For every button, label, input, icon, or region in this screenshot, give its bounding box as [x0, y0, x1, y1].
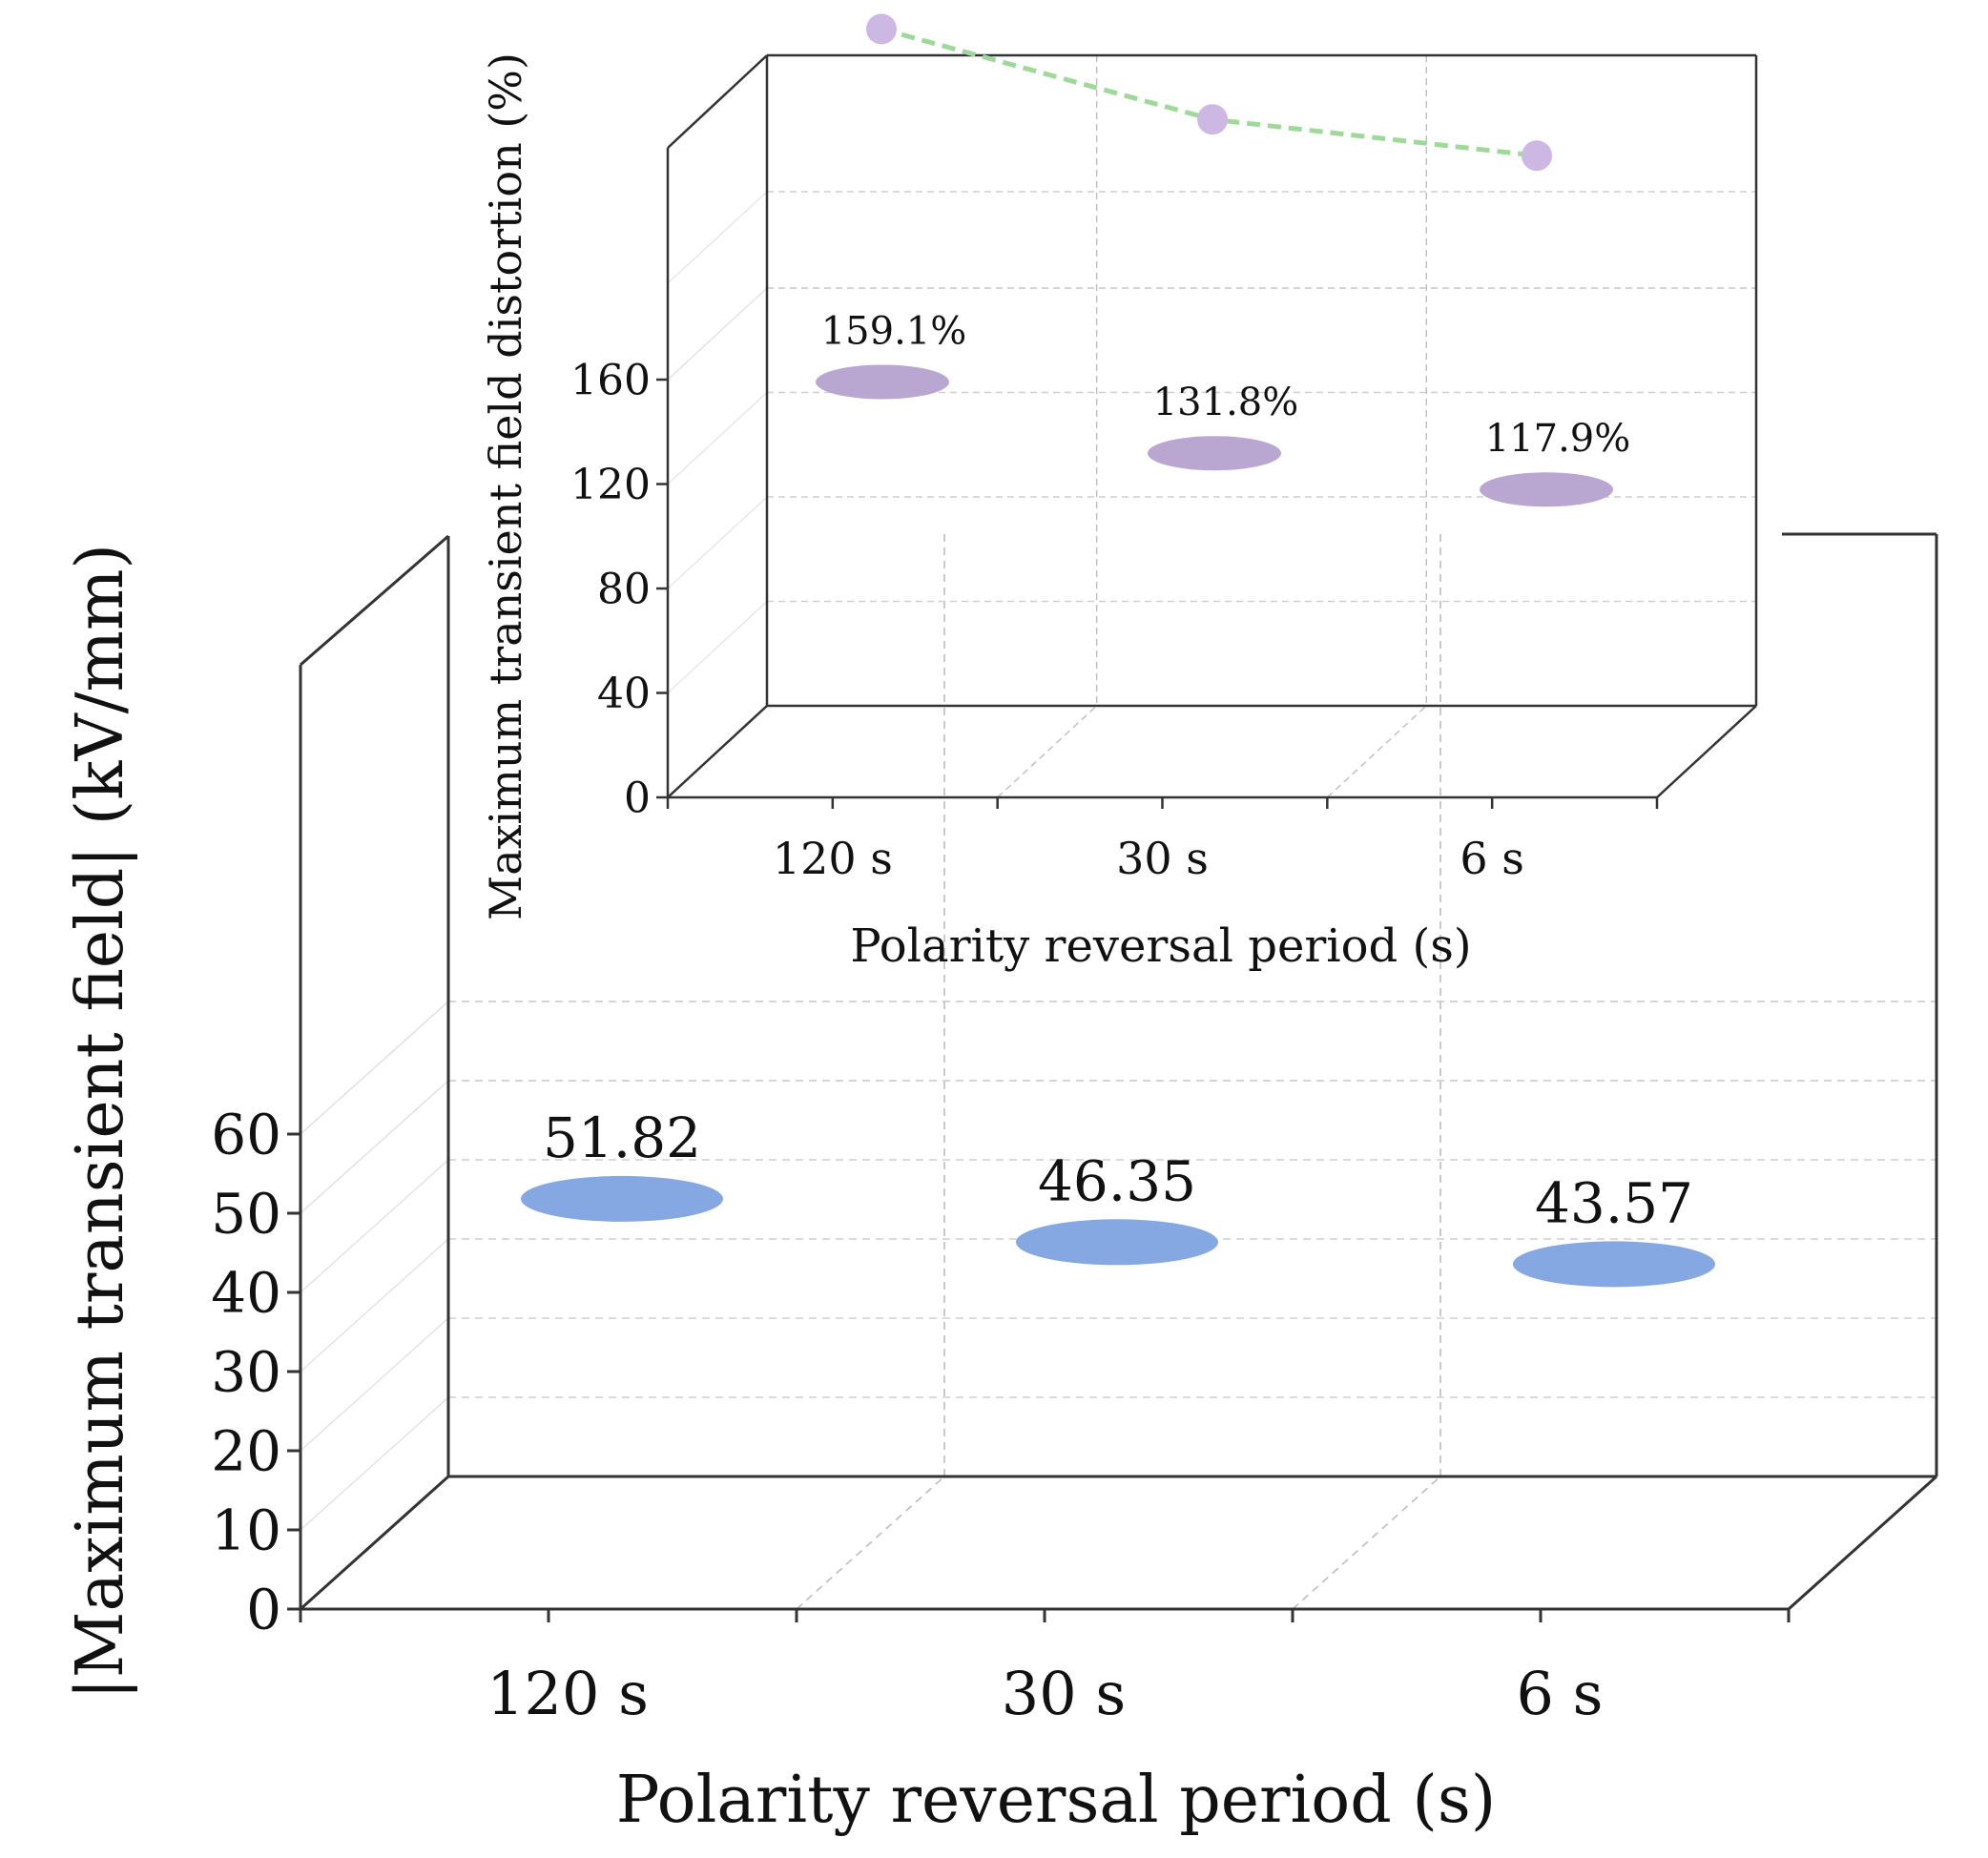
bar-1: [816, 364, 949, 400]
gridline-side: [667, 601, 768, 693]
x-tick-label: 30 s: [1116, 833, 1209, 884]
trend-marker: [1197, 104, 1228, 135]
bar-2: [1148, 436, 1281, 471]
main-data-labels: 51.82 46.35 43.57: [543, 1105, 1693, 1235]
inset-bars: [816, 364, 1613, 507]
bar-cap: [816, 364, 949, 400]
y-tick-label: 160: [570, 356, 651, 404]
y-tick-label: 20: [211, 1418, 281, 1483]
bar-cap: [1148, 436, 1281, 471]
bar-2: [1016, 1219, 1218, 1266]
gridline-side: [300, 1001, 449, 1135]
floor-right-edge: [1787, 1475, 1938, 1611]
side-wall-top: [300, 534, 449, 667]
trend-marker: [1522, 140, 1552, 172]
main-x-axis-title: Polarity reversal period (s): [616, 1763, 1497, 1838]
bar-cap: [1513, 1241, 1715, 1288]
data-label: 159.1%: [821, 309, 967, 353]
x-tick-label: 120 s: [773, 833, 893, 884]
y-tick-label: 0: [624, 774, 651, 822]
data-label: 117.9%: [1485, 417, 1631, 461]
y-tick-label: 60: [211, 1102, 281, 1166]
inset-y-tick-labels: 0 40 80 120 160: [570, 356, 651, 822]
gridline-floor: [1292, 1476, 1441, 1610]
gridline-floor: [796, 1476, 945, 1610]
gridline-side: [300, 1080, 449, 1214]
x-tick-label: 30 s: [1002, 1659, 1126, 1728]
floor-left-edge: [667, 705, 768, 798]
y-tick-label: 50: [211, 1181, 281, 1246]
trend-line: [880, 27, 1538, 158]
main-chart: 0 10 20 30 40 50 60 120 s 30 s 6 s 51.82 46.35 43.…: [63, 532, 1938, 1838]
gridline-side: [667, 392, 768, 485]
gridline-side: [667, 191, 768, 284]
gridline-side: [300, 1159, 449, 1293]
main-y-axis-title: |Maximum transient field| (kV/mm): [63, 544, 138, 1700]
y-tick-label: 80: [597, 565, 651, 613]
gridline-side: [300, 1238, 449, 1373]
bar-cap: [1016, 1219, 1218, 1266]
bar-3: [1513, 1241, 1715, 1288]
inset-axes-frame: [656, 53, 1758, 809]
x-tick-label: 6 s: [1460, 833, 1524, 884]
y-tick-label: 40: [211, 1260, 281, 1325]
gridline-side: [667, 287, 768, 381]
inset-data-labels: 159.1% 131.8% 117.9%: [821, 309, 1631, 461]
gridline-floor: [1326, 705, 1427, 798]
main-y-tick-labels: 0 10 20 30 40 50 60: [211, 1102, 281, 1641]
y-tick-label: 0: [246, 1577, 281, 1641]
gridline-side: [300, 1317, 449, 1452]
inset-trend-line: [866, 13, 1552, 172]
main-gridlines: [300, 534, 1936, 1610]
data-label: 131.8%: [1153, 381, 1299, 424]
bar-3: [1480, 472, 1613, 507]
gridline-floor: [997, 705, 1098, 798]
gridline-side: [300, 1396, 449, 1531]
trend-marker: [866, 13, 897, 45]
x-tick-label: 120 s: [487, 1659, 649, 1728]
inset-x-tick-labels: 120 s 30 s 6 s: [773, 833, 1524, 884]
main-bars: [521, 1175, 1715, 1288]
inset-x-axis-title: Polarity reversal period (s): [850, 919, 1471, 973]
floor-left-edge: [299, 1475, 450, 1611]
side-wall-top: [667, 54, 768, 149]
floor-right-edge: [1656, 705, 1757, 798]
y-tick-label: 120: [570, 461, 651, 509]
data-label: 51.82: [543, 1105, 701, 1170]
bar-1: [521, 1175, 723, 1222]
inset-chart: 0 40 80 120 160 120 s 30 s 6 s 159.1% 131.8% 117…: [480, 13, 1758, 973]
y-tick-label: 10: [211, 1497, 281, 1562]
bar-cap: [1480, 472, 1613, 507]
gridline-side: [667, 496, 768, 589]
main-x-tick-labels: 120 s 30 s 6 s: [487, 1659, 1603, 1728]
bar-cap: [521, 1175, 723, 1222]
inset-y-axis-title: Maximum transient field distortion (%): [480, 52, 531, 920]
data-label: 46.35: [1038, 1148, 1196, 1213]
x-tick-label: 6 s: [1517, 1659, 1604, 1728]
data-label: 43.57: [1535, 1170, 1693, 1235]
main-axes-frame: [287, 532, 1938, 1622]
inset-gridlines: [667, 55, 1756, 798]
y-tick-label: 40: [597, 670, 651, 718]
y-tick-label: 30: [211, 1339, 281, 1404]
